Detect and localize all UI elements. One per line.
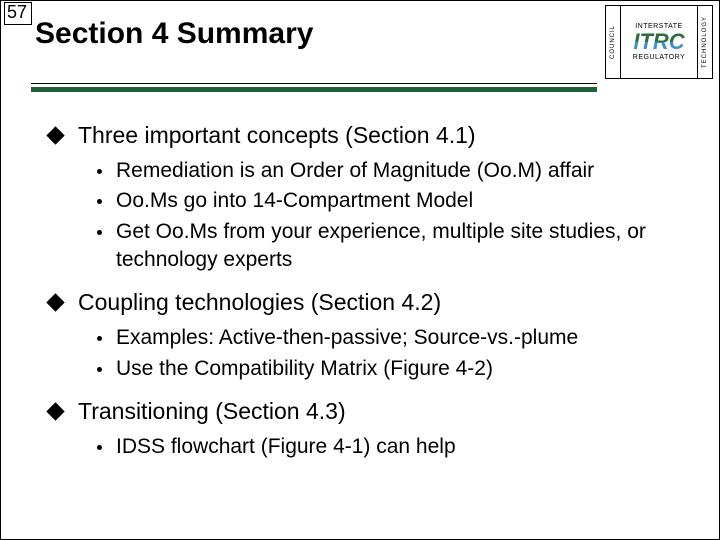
content-area: Three important concepts (Section 4.1) R… (49, 121, 689, 475)
logo-acronym: ITRC (633, 32, 684, 52)
list-item: Coupling technologies (Section 4.2) Exam… (49, 288, 689, 383)
slide: 57 Section 4 Summary COUNCIL INTERSTATE … (0, 0, 720, 540)
sub-list: Remediation is an Order of Magnitude (Oo… (97, 157, 689, 274)
dot-icon (97, 169, 102, 174)
list-item: Transitioning (Section 4.3) IDSS flowcha… (49, 397, 689, 461)
dot-icon (97, 199, 102, 204)
dot-icon (97, 367, 102, 372)
logo-right-text: TECHNOLOGY (698, 6, 712, 78)
bullet-text: Coupling technologies (Section 4.2) (78, 288, 441, 318)
dot-icon (97, 336, 102, 341)
sub-list-item: Remediation is an Order of Magnitude (Oo… (97, 157, 689, 185)
sub-list-item: Use the Compatibility Matrix (Figure 4-2… (97, 355, 689, 383)
title-underline (31, 83, 597, 92)
sub-list: Examples: Active-then-passive; Source-vs… (97, 324, 689, 383)
diamond-icon (46, 294, 64, 312)
sub-list-item: Examples: Active-then-passive; Source-vs… (97, 324, 689, 352)
itrc-logo: COUNCIL INTERSTATE ITRC REGULATORY TECHN… (605, 5, 713, 79)
bullet-list: Three important concepts (Section 4.1) R… (49, 121, 689, 461)
bullet-text: Three important concepts (Section 4.1) (78, 121, 476, 151)
sub-list: IDSS flowchart (Figure 4-1) can help (97, 433, 689, 461)
logo-left-text: COUNCIL (606, 6, 620, 78)
sub-list-item: IDSS flowchart (Figure 4-1) can help (97, 433, 689, 461)
diamond-icon (46, 402, 64, 420)
dot-icon (97, 230, 102, 235)
sub-list-item: Oo.Ms go into 14-Compartment Model (97, 187, 689, 215)
header: Section 4 Summary COUNCIL INTERSTATE ITR… (1, 5, 719, 83)
list-item: Three important concepts (Section 4.1) R… (49, 121, 689, 274)
sub-list-item: Get Oo.Ms from your experience, multiple… (97, 218, 689, 275)
diamond-icon (46, 126, 64, 144)
logo-center: INTERSTATE ITRC REGULATORY (620, 6, 698, 78)
bullet-text: Transitioning (Section 4.3) (78, 397, 346, 427)
slide-title: Section 4 Summary (35, 17, 313, 51)
logo-bottom-text: REGULATORY (633, 54, 685, 61)
dot-icon (97, 445, 102, 450)
